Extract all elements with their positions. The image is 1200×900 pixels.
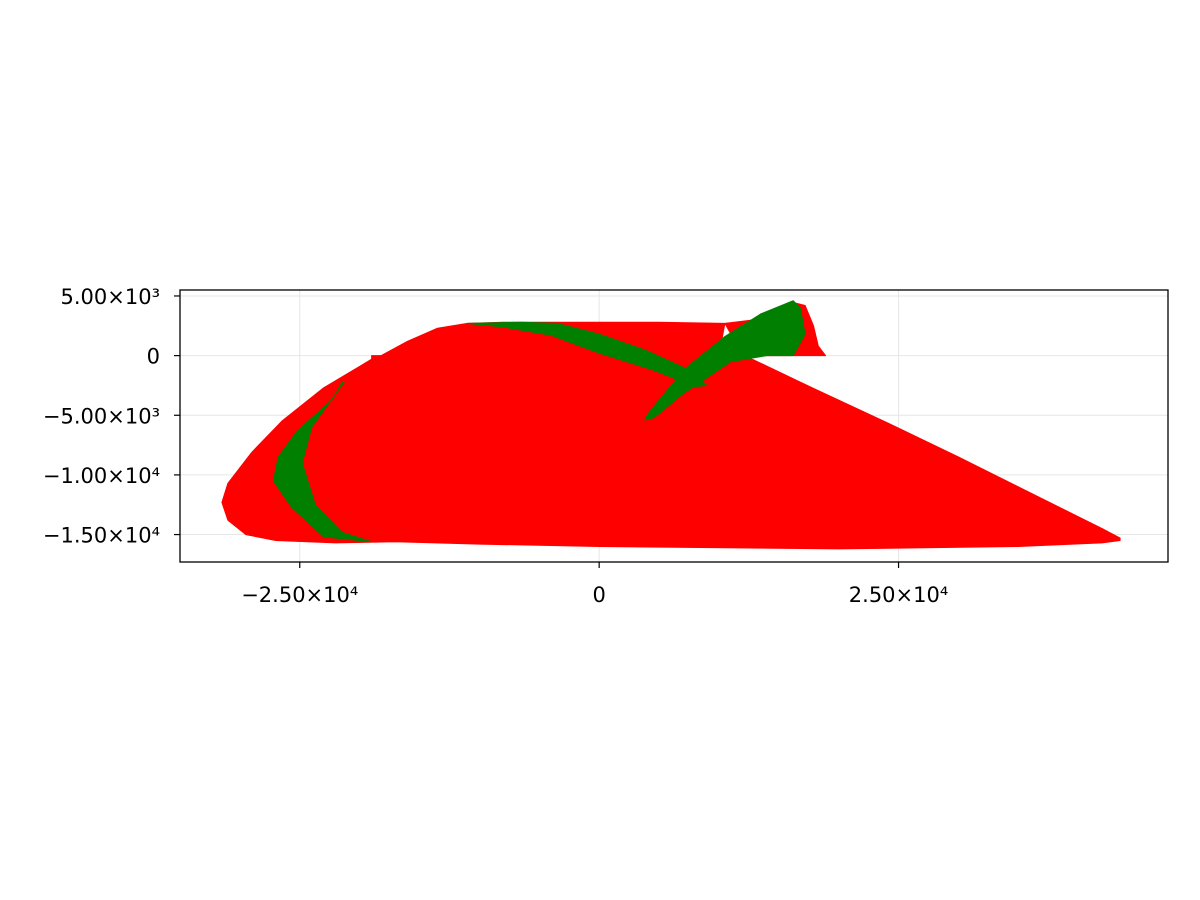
series-2-area: [272, 381, 373, 543]
y-axis: 5.00×10³ 0 −5.00×10³ −1.00×10⁴ −1.50×10⁴: [43, 285, 180, 548]
axis-frame: [179, 289, 1169, 563]
y-tick-label: 5.00×10³: [61, 285, 161, 309]
y-tick-label: −5.00×10³: [43, 404, 160, 428]
y-tick-label: 0: [147, 345, 160, 369]
y-tick-label: −1.50×10⁴: [43, 524, 160, 548]
x-tick-label: 2.50×10⁴: [849, 583, 949, 607]
series-4-area: [644, 300, 806, 421]
plot-area: −2.50×10⁴ 0 2.50×10⁴ 5.00×10³ 0 −5.00×10³ −1.…: [43, 285, 1169, 607]
x-tick-label: −2.50×10⁴: [241, 583, 358, 607]
x-tick-label: 0: [592, 583, 605, 607]
series-layer: [221, 300, 1121, 550]
y-tick-label: −1.00×10⁴: [43, 464, 160, 488]
series-0-area: [221, 321, 1121, 550]
x-axis: −2.50×10⁴ 0 2.50×10⁴: [241, 562, 948, 607]
